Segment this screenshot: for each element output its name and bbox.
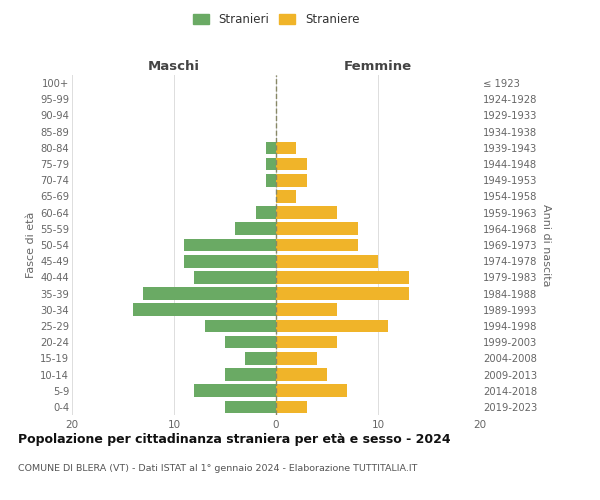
Bar (276, 271, 409, 283)
Text: Popolazione per cittadinanza straniera per età e sesso - 2024: Popolazione per cittadinanza straniera p… (18, 432, 451, 446)
Bar (276, 238, 358, 252)
Bar (276, 158, 307, 170)
Bar (225, 368, 276, 381)
Text: COMUNE DI BLERA (VT) - Dati ISTAT al 1° gennaio 2024 - Elaborazione TUTTITALIA.I: COMUNE DI BLERA (VT) - Dati ISTAT al 1° … (18, 464, 418, 473)
Bar (276, 288, 409, 300)
Bar (276, 206, 337, 219)
Bar (143, 288, 276, 300)
Bar (276, 222, 358, 235)
Bar (276, 174, 307, 186)
Bar (245, 352, 276, 364)
Bar (276, 400, 307, 413)
Text: Femmine: Femmine (344, 60, 412, 72)
Bar (276, 368, 327, 381)
Text: Maschi: Maschi (148, 60, 200, 72)
Bar (133, 304, 276, 316)
Bar (225, 400, 276, 413)
Bar (276, 304, 337, 316)
Bar (266, 158, 276, 170)
Bar (235, 222, 276, 235)
Y-axis label: Anni di nascita: Anni di nascita (541, 204, 551, 286)
Bar (194, 271, 276, 283)
Bar (276, 336, 337, 348)
Bar (194, 384, 276, 397)
Y-axis label: Fasce di età: Fasce di età (26, 212, 36, 278)
Bar (266, 142, 276, 154)
Bar (256, 206, 276, 219)
Bar (276, 142, 296, 154)
Bar (266, 174, 276, 186)
Bar (184, 238, 276, 252)
Bar (225, 336, 276, 348)
Bar (276, 255, 378, 268)
Bar (276, 190, 296, 202)
Bar (276, 384, 347, 397)
Bar (184, 255, 276, 268)
Bar (205, 320, 276, 332)
Bar (276, 320, 388, 332)
Legend: Stranieri, Straniere: Stranieri, Straniere (190, 11, 362, 28)
Bar (276, 352, 317, 364)
